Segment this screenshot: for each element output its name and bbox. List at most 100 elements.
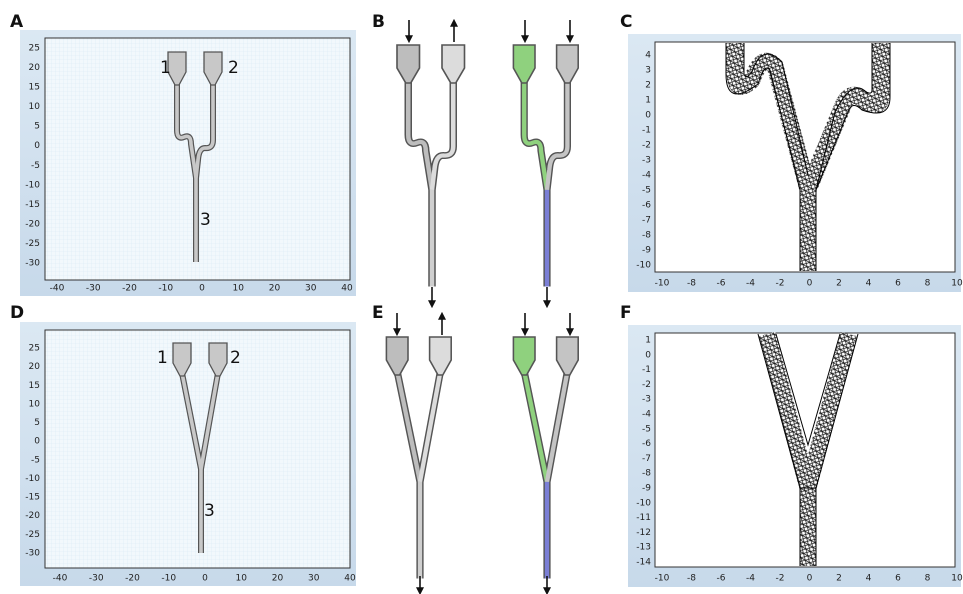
y-tick-label: -10 bbox=[25, 180, 40, 190]
y-tick-label: 10 bbox=[29, 399, 41, 409]
y-tick-label: -5 bbox=[642, 186, 651, 196]
y-tick-label: -7 bbox=[642, 216, 651, 226]
x-tick-label: 30 bbox=[308, 574, 320, 584]
y-tick-label: 0 bbox=[645, 350, 651, 360]
x-tick-label: -30 bbox=[89, 574, 104, 584]
x-tick-label: -30 bbox=[86, 284, 101, 294]
x-tick-label: 40 bbox=[341, 284, 353, 294]
device bbox=[397, 45, 465, 287]
y-tick-label: -12 bbox=[636, 528, 651, 538]
y-tick-label: -6 bbox=[642, 201, 651, 211]
x-tick-label: 2 bbox=[836, 574, 842, 584]
port-label: 1 bbox=[160, 58, 171, 78]
y-tick-label: -30 bbox=[25, 259, 40, 269]
y-tick-label: -4 bbox=[642, 410, 651, 420]
x-tick-label: -6 bbox=[717, 574, 726, 584]
y-tick-label: -2 bbox=[642, 141, 651, 151]
port-label: 1 bbox=[157, 348, 168, 368]
y-tick-label: 20 bbox=[29, 362, 41, 372]
panel-letter: E bbox=[372, 303, 384, 323]
device bbox=[386, 337, 451, 579]
x-tick-label: 10 bbox=[951, 574, 963, 584]
y-tick-label: -3 bbox=[642, 395, 651, 405]
x-tick-label: -10 bbox=[158, 284, 173, 294]
x-tick-label: 10 bbox=[233, 284, 245, 294]
y-tick-label: 25 bbox=[29, 344, 40, 354]
x-tick-label: -40 bbox=[50, 284, 65, 294]
x-tick-label: 40 bbox=[344, 574, 356, 584]
y-tick-label: -8 bbox=[642, 469, 651, 479]
x-tick-label: -8 bbox=[687, 279, 696, 289]
y-tick-label: 0 bbox=[34, 437, 40, 447]
x-tick-label: 6 bbox=[895, 279, 901, 289]
x-tick-label: 20 bbox=[269, 284, 281, 294]
x-tick-label: -10 bbox=[655, 279, 670, 289]
y-tick-label: -20 bbox=[25, 219, 40, 229]
panel-letter: C bbox=[620, 12, 632, 32]
y-tick-label: -2 bbox=[642, 380, 651, 390]
y-tick-label: 2 bbox=[645, 81, 651, 91]
y-tick-label: 5 bbox=[34, 122, 40, 132]
x-tick-label: -20 bbox=[125, 574, 140, 584]
y-tick-label: -5 bbox=[642, 424, 651, 434]
x-tick-label: -2 bbox=[776, 574, 785, 584]
y-tick-label: 4 bbox=[645, 51, 651, 61]
x-tick-label: -6 bbox=[717, 279, 726, 289]
x-tick-label: 10 bbox=[236, 574, 248, 584]
y-tick-label: -5 bbox=[31, 455, 40, 465]
x-tick-label: -8 bbox=[687, 574, 696, 584]
x-tick-label: -10 bbox=[161, 574, 176, 584]
x-tick-label: 4 bbox=[866, 279, 872, 289]
x-tick-label: -40 bbox=[53, 574, 68, 584]
panel-letter: A bbox=[10, 12, 24, 32]
y-tick-label: -30 bbox=[25, 549, 40, 559]
x-tick-label: -10 bbox=[655, 574, 670, 584]
y-tick-label: -10 bbox=[636, 498, 651, 508]
device bbox=[513, 45, 578, 287]
y-tick-label: -1 bbox=[642, 126, 651, 136]
y-tick-label: -10 bbox=[636, 261, 651, 271]
port-label: 3 bbox=[204, 501, 215, 521]
y-tick-label: -7 bbox=[642, 454, 651, 464]
y-tick-label: -6 bbox=[642, 439, 651, 449]
x-tick-label: 8 bbox=[925, 279, 931, 289]
panel-letter: B bbox=[372, 12, 385, 32]
panel-letter: F bbox=[620, 303, 632, 323]
x-tick-label: 6 bbox=[895, 574, 901, 584]
y-tick-label: 15 bbox=[29, 83, 40, 93]
y-tick-label: 25 bbox=[29, 44, 40, 54]
x-tick-label: -4 bbox=[746, 574, 755, 584]
y-tick-label: 20 bbox=[29, 63, 41, 73]
panel-letter: D bbox=[10, 303, 24, 323]
y-tick-label: -9 bbox=[642, 484, 651, 494]
x-tick-label: 8 bbox=[925, 574, 931, 584]
y-tick-label: -8 bbox=[642, 231, 651, 241]
y-tick-label: -20 bbox=[25, 511, 40, 521]
x-tick-label: 0 bbox=[199, 284, 205, 294]
x-tick-label: 20 bbox=[272, 574, 284, 584]
port-label: 2 bbox=[230, 348, 241, 368]
y-tick-label: -3 bbox=[642, 156, 651, 166]
x-tick-label: 30 bbox=[305, 284, 317, 294]
x-tick-label: 0 bbox=[202, 574, 208, 584]
y-tick-label: 0 bbox=[645, 111, 651, 121]
y-tick-label: -15 bbox=[25, 200, 40, 210]
x-tick-label: -4 bbox=[746, 279, 755, 289]
y-tick-label: -1 bbox=[642, 365, 651, 375]
y-tick-label: -15 bbox=[25, 493, 40, 503]
port-label: 2 bbox=[228, 58, 239, 78]
y-tick-label: -5 bbox=[31, 161, 40, 171]
port-label: 3 bbox=[200, 210, 211, 230]
y-tick-label: -14 bbox=[636, 558, 651, 568]
y-tick-label: -10 bbox=[25, 474, 40, 484]
y-tick-label: 1 bbox=[645, 336, 651, 346]
x-tick-label: 10 bbox=[951, 279, 963, 289]
y-tick-label: 10 bbox=[29, 102, 41, 112]
y-tick-label: -4 bbox=[642, 171, 651, 181]
y-tick-label: -9 bbox=[642, 246, 651, 256]
y-tick-label: 1 bbox=[645, 96, 651, 106]
x-tick-label: -2 bbox=[776, 279, 785, 289]
x-tick-label: 0 bbox=[807, 574, 813, 584]
y-tick-label: -13 bbox=[636, 543, 651, 553]
y-tick-label: 15 bbox=[29, 381, 40, 391]
